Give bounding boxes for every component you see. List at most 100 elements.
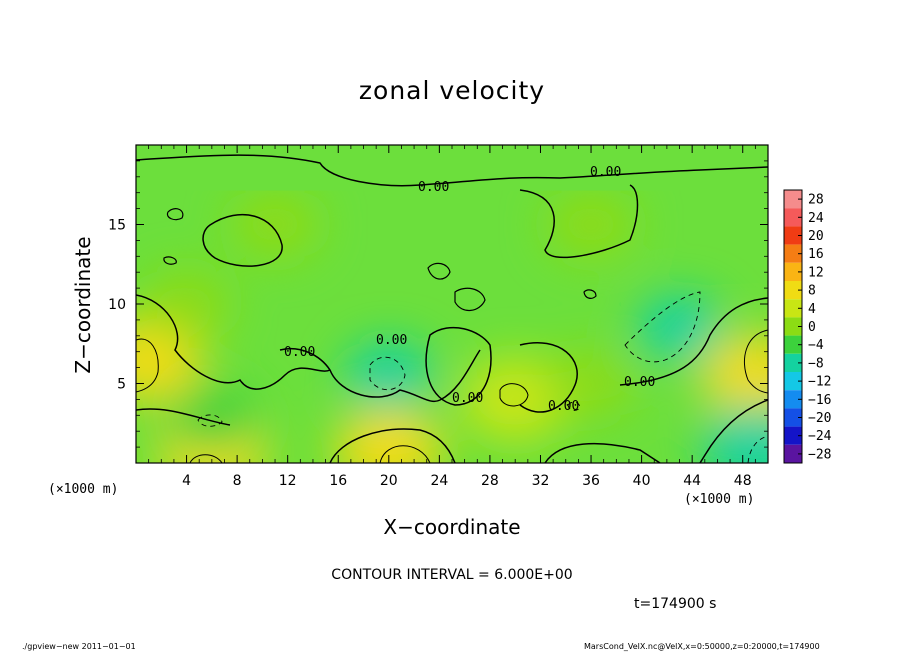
field-feature-7 xyxy=(700,405,768,463)
contour-label: 0.00 xyxy=(418,180,449,195)
colorbar-swatch xyxy=(784,244,802,263)
colorbar-swatch xyxy=(784,208,802,227)
x-tick-label: 44 xyxy=(683,473,701,489)
colorbar-swatch xyxy=(784,317,802,336)
contour-zero-bottom-mid2 xyxy=(544,442,661,463)
chart-title: zonal velocity xyxy=(358,76,546,105)
x-tick-label: 32 xyxy=(532,473,550,489)
colorbar-label: 28 xyxy=(808,193,824,208)
contour-positive-left xyxy=(136,338,159,393)
colorbar-label: −16 xyxy=(808,393,831,408)
contour-label: 0.00 xyxy=(624,375,655,390)
contour-negative-small xyxy=(567,401,581,411)
footer-source: MarsCond_VelX.nc@VelX,x=0:50000,z=0:2000… xyxy=(584,642,820,651)
contour-zero-center xyxy=(425,326,492,406)
field-feature-9 xyxy=(230,190,320,259)
contour-small-2 xyxy=(427,262,451,280)
contour-small-5 xyxy=(163,256,177,265)
x-unit-left: (×1000 m) xyxy=(48,482,119,497)
colorbar-label: 0 xyxy=(808,320,816,335)
contour-interval-text: CONTOUR INTERVAL = 6.000E+00 xyxy=(331,567,573,583)
x-tick-label: 48 xyxy=(734,473,752,489)
contour-negative-bottom-right xyxy=(747,435,768,463)
x-tick-label: 20 xyxy=(380,473,398,489)
x-tick-label: 36 xyxy=(582,473,600,489)
colorbar-swatch xyxy=(784,226,802,245)
x-tick-label: 4 xyxy=(182,473,191,489)
contour-lines xyxy=(136,154,768,463)
colorbar-swatch xyxy=(784,390,802,409)
y-tick-label: 10 xyxy=(108,297,126,313)
colorbar: 28 24 20 16 12 8 4 0 −4 −8 −12 −16 −20 −24 −28 xyxy=(783,189,832,464)
colorbar-label: −24 xyxy=(808,429,832,444)
x-tick-label: 28 xyxy=(481,473,499,489)
colorbar-label: 4 xyxy=(808,302,816,317)
colorbar-label: −8 xyxy=(808,356,824,371)
y-axis: 5 10 15 xyxy=(108,160,768,448)
contour-zero-right xyxy=(619,297,768,386)
contour-positive-bottom-mid xyxy=(379,445,431,463)
field-feature-12 xyxy=(546,190,636,259)
field-shading xyxy=(136,190,768,463)
field-feature-10 xyxy=(142,270,231,338)
contour-negative-left xyxy=(197,414,223,427)
contour-zero-left-upper xyxy=(136,294,331,390)
contour-negative-right xyxy=(624,291,701,363)
colorbar-swatch xyxy=(784,426,802,445)
field-feature-11 xyxy=(546,349,636,418)
colorbar-label: −4 xyxy=(808,338,824,353)
contour-labels: 0.00 0.00 0.00 0.00 0.00 0.00 0.00 xyxy=(284,165,655,414)
colorbar-swatch xyxy=(784,281,802,300)
contour-label: 0.00 xyxy=(548,399,579,414)
x-tick-label: 24 xyxy=(430,473,448,489)
colorbar-label: 12 xyxy=(808,265,824,280)
field-feature-8 xyxy=(167,384,257,453)
contour-label: 0.00 xyxy=(452,391,483,406)
contour-zero-mid xyxy=(279,348,481,402)
time-stamp: t=174900 s xyxy=(634,596,717,612)
footer-program: ./gpview−new 2011−01−01 xyxy=(22,642,136,651)
colorbar-swatch xyxy=(784,299,802,318)
contour-negative-center xyxy=(369,356,406,390)
x-unit-right: (×1000 m) xyxy=(684,492,755,507)
contour-positive-lobe xyxy=(499,383,529,407)
colorbar-label: 24 xyxy=(808,211,824,226)
contour-label: 0.00 xyxy=(590,165,621,180)
field-feature-4 xyxy=(700,333,768,418)
y-axis-label: Z−coordinate xyxy=(71,236,95,374)
colorbar-swatch xyxy=(784,353,802,372)
contour-label: 0.00 xyxy=(376,333,407,348)
field-feature-2 xyxy=(334,408,444,463)
colorbar-label: 20 xyxy=(808,229,824,244)
contour-positive-bottom-left xyxy=(189,454,223,463)
y-tick-label: 5 xyxy=(117,377,126,393)
contour-lines-negative xyxy=(197,291,768,463)
y-tick-label: 15 xyxy=(108,218,126,234)
x-tick-label: 16 xyxy=(329,473,347,489)
field-feature-0 xyxy=(136,317,204,402)
colorbar-swatch xyxy=(784,335,802,354)
colorbar-label: −28 xyxy=(808,447,831,462)
x-axis-label: X−coordinate xyxy=(383,515,521,539)
field-feature-6 xyxy=(635,293,724,362)
colorbar-label: −12 xyxy=(808,375,831,390)
x-axis: 4 8 12 16 20 24 28 32 36 40 44 48 xyxy=(148,145,756,489)
contour-zero-bottom-right xyxy=(699,399,768,463)
contour-small-4 xyxy=(583,289,597,299)
colorbar-swatch xyxy=(784,372,802,391)
contour-positive-right xyxy=(744,329,768,394)
contour-zero-top xyxy=(136,154,768,187)
contour-small-3 xyxy=(454,287,486,311)
x-tick-label: 8 xyxy=(233,473,242,489)
contour-label: 0.00 xyxy=(284,345,315,360)
colorbar-label: 16 xyxy=(808,247,824,262)
contour-zero-upper-right xyxy=(519,184,639,259)
colorbar-swatch xyxy=(784,408,802,427)
colorbar-label: 8 xyxy=(808,284,816,299)
field-feature-5 xyxy=(344,341,433,410)
contour-zero-island xyxy=(202,213,283,267)
x-tick-label: 40 xyxy=(633,473,651,489)
plot-area: 0.00 0.00 0.00 0.00 0.00 0.00 0.00 xyxy=(136,145,768,463)
colorbar-swatch xyxy=(784,262,802,281)
